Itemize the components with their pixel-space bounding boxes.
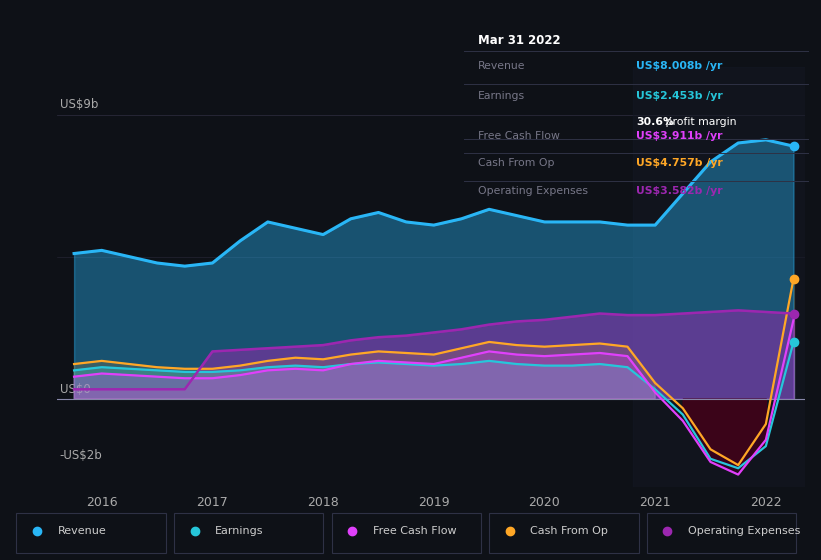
Text: Free Cash Flow: Free Cash Flow (373, 526, 456, 536)
Text: US$4.757b /yr: US$4.757b /yr (636, 158, 723, 169)
Text: US$8.008b /yr: US$8.008b /yr (636, 61, 722, 71)
Text: US$0: US$0 (60, 382, 90, 395)
Text: Free Cash Flow: Free Cash Flow (478, 130, 560, 141)
Text: US$3.911b /yr: US$3.911b /yr (636, 130, 722, 141)
Text: profit margin: profit margin (662, 116, 736, 127)
Text: -US$2b: -US$2b (60, 449, 103, 462)
Text: Revenue: Revenue (478, 61, 525, 71)
Text: Earnings: Earnings (215, 526, 264, 536)
Text: Earnings: Earnings (478, 91, 525, 101)
Text: Operating Expenses: Operating Expenses (688, 526, 800, 536)
Text: Operating Expenses: Operating Expenses (478, 186, 588, 196)
Text: Cash From Op: Cash From Op (530, 526, 608, 536)
Text: Revenue: Revenue (57, 526, 106, 536)
Text: Cash From Op: Cash From Op (478, 158, 554, 169)
Text: 30.6%: 30.6% (636, 116, 674, 127)
Text: US$3.582b /yr: US$3.582b /yr (636, 186, 723, 196)
Text: US$2.453b /yr: US$2.453b /yr (636, 91, 723, 101)
Text: Mar 31 2022: Mar 31 2022 (478, 34, 560, 47)
Bar (633, 67, 810, 487)
Text: US$9b: US$9b (60, 99, 98, 111)
